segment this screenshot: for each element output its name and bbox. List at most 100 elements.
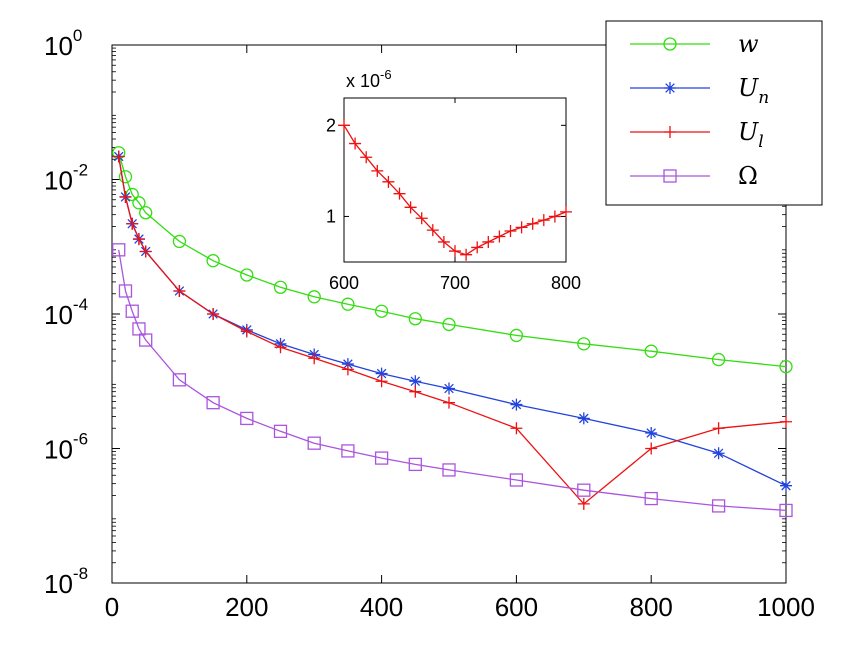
inset-x-tick-label: 800 [551,273,581,293]
inset-data-point [537,214,550,227]
data-point [341,297,355,311]
inset-x-tick-label: 600 [329,273,359,293]
data-point [132,196,146,210]
data-point [577,337,591,351]
data-point [341,363,354,376]
data-point [240,268,254,282]
inset-data-point [360,151,373,164]
legend-marker [664,126,676,138]
inset-data-point [460,248,473,261]
data-point [443,382,455,395]
data-point [408,457,422,472]
data-point [510,422,523,435]
data-point [644,491,658,506]
inset-data-point [548,210,561,223]
data-point [375,375,388,388]
data-point [409,375,422,388]
data-point [711,352,726,367]
x-tick-label: 800 [630,592,673,622]
data-point [780,415,792,428]
data-point [206,254,220,268]
data-point [132,233,145,246]
data-point [577,497,590,510]
inset-data-point [504,225,517,238]
inset-x-tick-label: 700 [440,273,470,293]
legend-marker [664,82,676,94]
data-point [408,312,422,326]
data-point [172,234,187,249]
x-tick-label: 1000 [757,592,815,622]
data-point [206,396,220,410]
data-point [341,444,355,458]
data-point [173,284,186,297]
data-point [119,190,132,203]
data-point [375,367,388,380]
series-U_l [112,150,792,510]
data-point [273,280,288,294]
inset-data-point [349,137,362,150]
inset-data-point [471,241,484,254]
series-line [118,152,787,368]
data-point [240,411,254,426]
data-point [118,284,133,298]
legend: w Un Ul Ω [605,20,823,206]
data-point [644,344,658,358]
inset-data-point [404,201,417,214]
data-point [509,328,524,343]
data-point [273,424,288,438]
data-point [442,463,456,477]
inset-data-point [437,235,450,248]
data-point [139,206,153,220]
legend-label: Un [738,74,769,108]
data-point [139,245,152,258]
y-tick-label: 100 [44,26,82,61]
inset-data-point [382,175,395,188]
data-point [308,352,321,365]
data-point [118,170,133,184]
data-point [172,373,187,387]
legend-label: w [738,30,759,58]
data-point [779,503,793,518]
data-point [510,398,523,411]
legend-label: Ul [738,118,764,152]
data-point [132,322,146,336]
inset-data-point [449,245,461,258]
inset-data-point [482,235,495,248]
data-point [409,385,422,398]
legend-entry-w: w [630,30,759,58]
legend-entry-U_l: Ul [630,118,764,152]
data-point [125,187,139,202]
y-tick-label: 10-6 [44,430,88,465]
data-point [577,483,591,497]
x-tick-label: 600 [495,592,538,622]
inset-y-tick-label: 1 [326,206,336,226]
data-point [779,359,793,374]
data-point [374,451,389,465]
inset-plot-area: x 10-6 600 700 800 1 2 [326,67,581,293]
y-tick-label: 10-8 [44,564,88,599]
legend-marker [663,169,677,183]
data-point [712,447,725,460]
data-point [780,479,792,492]
inset-axes-box [343,97,567,263]
data-point [240,325,253,338]
data-point [112,243,126,257]
series-Omega [112,243,793,518]
data-point [374,304,389,318]
data-point [307,436,321,450]
data-point [645,427,658,440]
inset-multiplier-label: x 10-6 [346,67,392,91]
data-point [712,422,725,435]
data-point [112,150,125,163]
data-point [443,396,455,409]
inset-data-point [371,164,384,177]
series-w [112,146,793,374]
y-tick-label: 10-2 [44,161,88,196]
legend-label: Ω [738,162,758,190]
legend-entry-Omega: Ω [630,162,758,190]
data-point [645,442,658,455]
legend-entry-U_n: Un [630,74,769,108]
inset-data-point [415,212,428,225]
